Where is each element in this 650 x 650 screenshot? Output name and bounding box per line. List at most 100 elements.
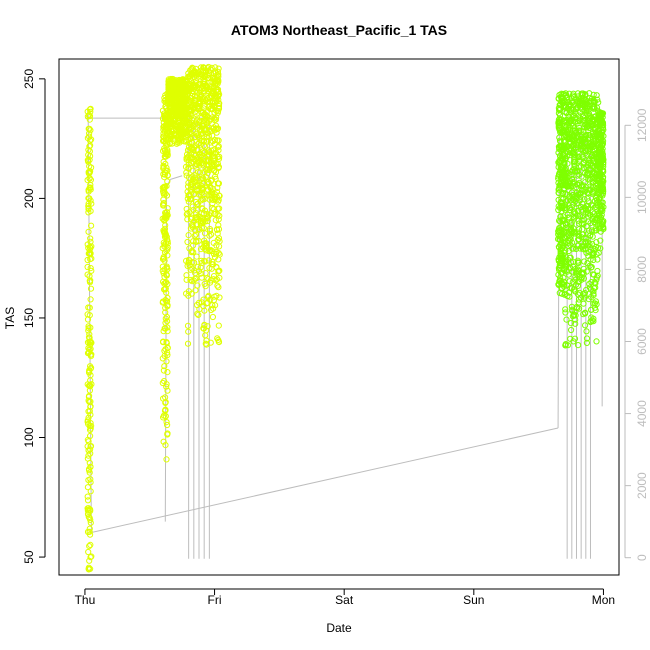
tas-point — [159, 263, 166, 270]
tas-point — [189, 127, 196, 135]
tas-point — [555, 95, 562, 102]
tas-point — [587, 264, 595, 271]
tas-point — [574, 172, 581, 179]
tas-point — [198, 274, 205, 281]
x-tick-label: Sat — [335, 593, 354, 607]
tas-point — [214, 125, 222, 132]
tas-point — [558, 290, 566, 297]
tas-point — [204, 75, 212, 82]
tas-point — [599, 120, 607, 127]
tas-point — [555, 271, 562, 278]
tas-point — [88, 364, 95, 371]
tas-point — [184, 95, 191, 102]
tas-point — [562, 264, 569, 271]
tas-point — [587, 187, 594, 194]
tas-point — [559, 254, 566, 261]
tas-point — [192, 209, 199, 216]
tas-point — [195, 311, 202, 318]
tas-points-layer — [84, 63, 607, 573]
tas-point — [570, 196, 578, 203]
tas-point — [87, 531, 94, 538]
y2-tick-label: 0 — [635, 554, 649, 561]
tas-point — [190, 238, 197, 245]
tas-point — [165, 97, 172, 104]
tas-point — [214, 86, 222, 93]
tas-point — [200, 191, 207, 198]
tas-point — [163, 164, 170, 171]
tas-point — [216, 251, 223, 258]
tas-point — [588, 120, 596, 128]
tas-point — [164, 240, 171, 247]
tas-point — [193, 253, 200, 260]
tas-point — [577, 100, 584, 107]
tas-point — [87, 411, 94, 418]
tas-point — [570, 158, 577, 165]
tas-point — [585, 190, 592, 197]
tas-point — [590, 91, 597, 98]
tas-point — [161, 145, 168, 152]
tas-point — [562, 190, 569, 198]
tas-point — [159, 215, 166, 222]
tas-point — [215, 96, 222, 103]
tas-point — [184, 238, 191, 246]
tas-point — [583, 328, 590, 335]
tas-point — [192, 65, 199, 72]
tas-point — [84, 263, 91, 271]
tas-point — [84, 455, 92, 462]
tas-point — [567, 130, 574, 137]
tas-point — [162, 442, 169, 449]
tas-point — [183, 120, 190, 127]
tas-point — [169, 113, 176, 120]
tas-point — [87, 324, 94, 331]
tas-point — [185, 110, 192, 118]
tas-point — [590, 256, 597, 264]
tas-point — [569, 92, 577, 99]
tas-point — [555, 120, 562, 127]
tas-point — [580, 290, 587, 298]
tas-point — [577, 104, 584, 111]
tas-point — [189, 224, 196, 231]
tas-point — [164, 351, 171, 359]
tas-point — [166, 140, 173, 147]
tas-point — [578, 243, 585, 251]
tas-point — [164, 178, 171, 185]
tas-point — [593, 239, 600, 246]
tas-point — [588, 306, 595, 313]
tas-point — [86, 543, 93, 550]
tas-point — [205, 86, 212, 93]
tas-point — [573, 135, 580, 142]
tas-point — [559, 190, 567, 198]
tas-point — [587, 142, 595, 149]
tas-point — [200, 89, 207, 97]
tas-point — [86, 116, 93, 123]
tas-point — [561, 122, 569, 129]
y2-tick-label: 6000 — [635, 328, 649, 355]
tas-point — [164, 318, 171, 325]
tas-point — [215, 197, 222, 204]
tas-point — [85, 209, 92, 216]
tas-point — [86, 304, 93, 311]
tas-point — [170, 86, 177, 93]
tas-point — [598, 148, 606, 155]
tas-point — [566, 254, 574, 261]
tas-point — [581, 258, 588, 265]
tas-point — [207, 279, 214, 286]
tas-point — [579, 145, 586, 152]
tas-point — [162, 309, 169, 316]
tas-point — [596, 169, 603, 176]
tas-point — [205, 153, 212, 160]
tas-point — [87, 108, 94, 115]
tas-point — [591, 300, 599, 307]
y-axis-label: TAS — [3, 307, 17, 329]
tas-point — [578, 95, 585, 102]
tas-point — [171, 122, 178, 130]
tas-point — [581, 144, 588, 151]
tas-point — [163, 419, 170, 426]
tas-point — [570, 141, 577, 149]
tas-point — [193, 238, 200, 245]
tas-point — [202, 258, 209, 265]
tas-point — [574, 266, 581, 273]
tas-point — [195, 140, 202, 147]
tas-point — [204, 119, 211, 126]
